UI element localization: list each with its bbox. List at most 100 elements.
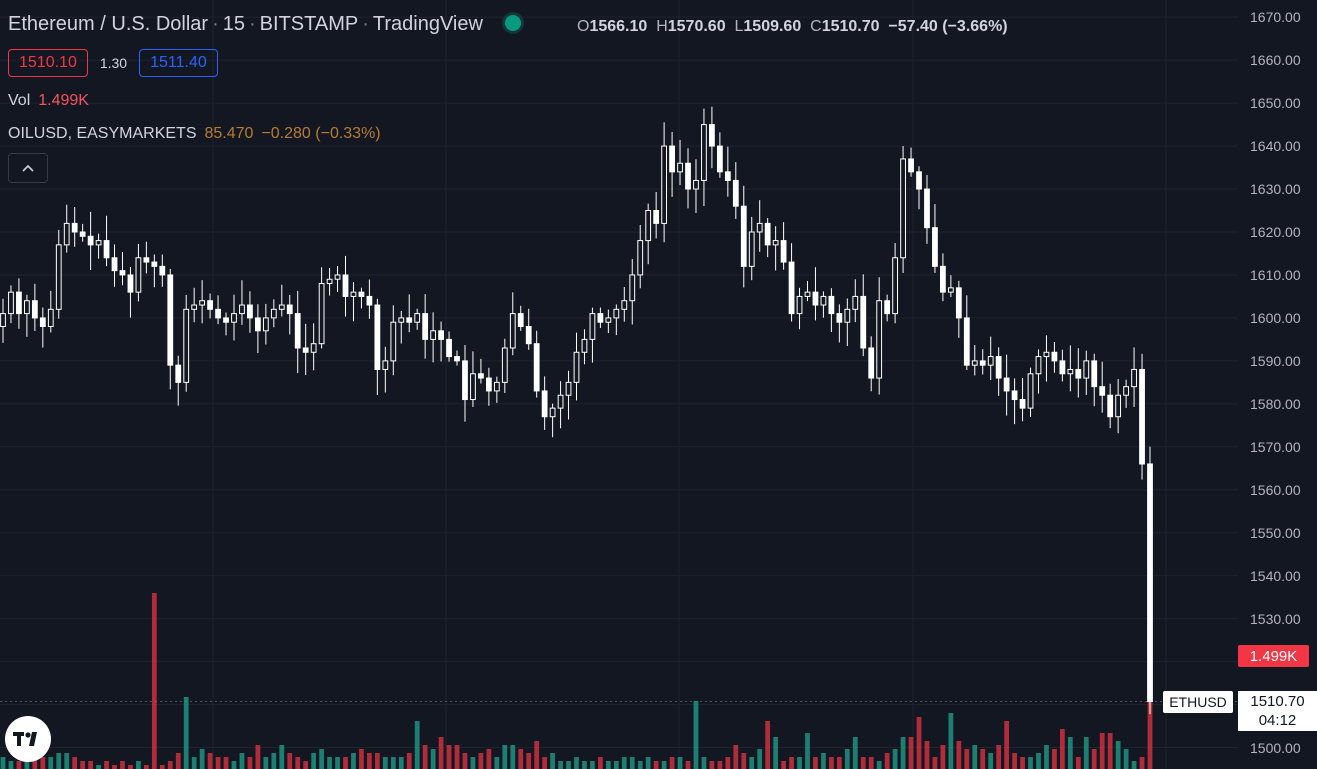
volume-bar [16, 761, 22, 769]
candle-down [812, 291, 819, 306]
symbol-title[interactable]: Ethereum / U.S. Dollar · 15 · BITSTAMP · Tradi… [8, 13, 521, 36]
candle-down [533, 343, 540, 392]
volume-axis-tag: 1.499K [1238, 645, 1309, 667]
volume-bar [773, 737, 779, 769]
volume-bar [335, 757, 340, 769]
volume-bar [390, 757, 396, 769]
volume-bar [566, 761, 571, 769]
candle-up [1067, 368, 1074, 375]
volume-legend[interactable]: Vol 1.499K [8, 92, 89, 110]
volume-bar [470, 757, 476, 769]
volume-bar [598, 757, 603, 769]
volume-bar [582, 761, 587, 769]
tradingview-logo-icon[interactable] [5, 716, 51, 762]
candle-down [1107, 394, 1114, 418]
candle-up [573, 351, 580, 383]
volume-bar [48, 757, 54, 769]
candle-up [318, 283, 325, 345]
volume-bar [924, 741, 930, 769]
market-open-dot-icon [504, 14, 521, 31]
volume-bar [231, 761, 237, 769]
volume-bar [136, 761, 141, 769]
candle-down [143, 257, 150, 263]
candle-up [772, 240, 779, 246]
candle-up [661, 145, 668, 224]
volume-bar [821, 753, 826, 769]
volume-bar [1028, 757, 1033, 769]
candle-up [0, 313, 6, 328]
volume-bar [120, 761, 125, 769]
volume-bar [1004, 721, 1010, 769]
volume-bar [223, 757, 229, 769]
volume-bar [367, 753, 372, 769]
candle-up [509, 313, 516, 349]
volume-bar [215, 757, 221, 769]
volume-bar [526, 753, 532, 769]
bar-countdown: 04:12 [1258, 712, 1297, 729]
candle-down [1139, 368, 1145, 465]
sell-button[interactable]: 1510.10 [8, 49, 88, 77]
candle-up [796, 295, 803, 315]
symbol-axis-tag: ETHUSD [1163, 691, 1233, 713]
buy-button[interactable]: 1511.40 [139, 49, 218, 77]
y-tick-label: 1590.00 [1250, 352, 1301, 369]
candle-down [111, 257, 118, 272]
volume-bar [518, 749, 524, 769]
candle-down [462, 360, 468, 401]
candle-down [541, 390, 548, 418]
volume-bar [868, 757, 874, 769]
y-tick-label: 1530.00 [1250, 610, 1301, 627]
volume-bar [892, 749, 898, 769]
volume-bar [398, 757, 404, 769]
volume-bar [438, 737, 444, 769]
volume-bar [876, 761, 882, 769]
volume-bar [709, 761, 715, 769]
candle-down [669, 145, 675, 173]
volume-bar [677, 757, 683, 769]
volume-bar [1147, 693, 1153, 769]
volume-bar [1044, 745, 1049, 769]
volume-bar [287, 753, 293, 769]
candle-down [223, 317, 229, 323]
candle-up [844, 308, 851, 323]
candle-up [63, 222, 70, 246]
close-value: 1510.70 [821, 18, 880, 35]
volume-bar [613, 761, 619, 769]
candle-up [501, 347, 508, 383]
last-price-value: 1510.70 [1250, 693, 1305, 710]
candle-down [653, 210, 660, 224]
volume-bar [88, 761, 94, 769]
last-price-tag: 1510.70 04:12 [1238, 691, 1317, 731]
interval-label: 15 [222, 13, 245, 35]
candle-up [8, 291, 14, 315]
candle-up [278, 304, 285, 310]
volume-bar [717, 761, 723, 769]
volume-bar [542, 757, 548, 769]
collapse-legend-button[interactable] [8, 153, 48, 183]
volume-bar [860, 757, 866, 769]
candle-up [892, 257, 899, 315]
candle-up [1115, 394, 1122, 418]
candle-up [589, 313, 596, 340]
candle-up [493, 381, 500, 392]
candle-down [31, 300, 38, 319]
volume-bar [1083, 737, 1089, 769]
candle-down [955, 287, 962, 319]
candle-up [900, 158, 906, 259]
candle-up [135, 257, 142, 293]
volume-bar [430, 749, 436, 769]
candle-up [621, 300, 628, 310]
volume-bar [1131, 761, 1137, 769]
candle-down [1147, 463, 1153, 703]
candle-down [709, 124, 715, 147]
candle-down [916, 171, 922, 190]
volume-bar [1107, 733, 1113, 769]
compare-legend[interactable]: OILUSD, EASYMARKETS 85.470 −0.280 (−0.33%) [8, 125, 381, 143]
volume-bar [916, 717, 922, 769]
candle-down [286, 304, 293, 315]
volume-bar [247, 757, 253, 769]
candle-down [175, 364, 182, 383]
change-value: −57.40 (−3.66%) [888, 18, 1008, 35]
volume-bar [693, 701, 699, 769]
